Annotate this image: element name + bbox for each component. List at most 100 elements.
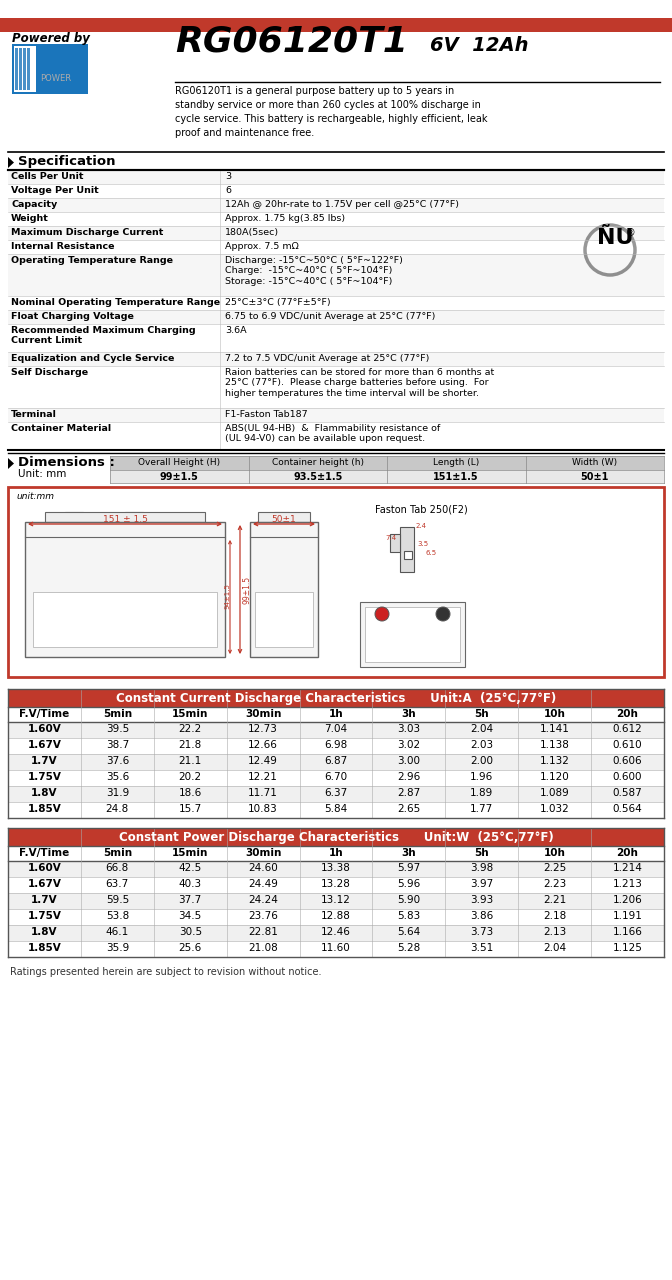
Text: 10.83: 10.83 [248,804,278,814]
Text: 1.141: 1.141 [540,724,570,733]
Text: 12.66: 12.66 [248,740,278,750]
Text: 13.28: 13.28 [321,879,351,890]
Bar [15,47,18,90]
Bar [8,408,220,422]
Text: 24.60: 24.60 [248,863,278,873]
Text: Dimensions :: Dimensions : [18,456,115,468]
Text: 46.1: 46.1 [106,927,129,937]
Bar [220,212,664,227]
Text: 10h: 10h [544,709,566,719]
Text: 50±1: 50±1 [271,515,296,524]
Bar [8,486,664,677]
Bar [8,771,664,786]
Text: 12.46: 12.46 [321,927,351,937]
Text: standby service or more than 260 cycles at 100% discharge in: standby service or more than 260 cycles … [175,100,481,110]
Bar [8,828,664,846]
Bar [8,184,220,198]
Text: 3.86: 3.86 [470,911,493,922]
Bar [8,352,220,366]
Text: 7.2 to 7.5 VDC/unit Average at 25°C (77°F): 7.2 to 7.5 VDC/unit Average at 25°C (77°… [225,355,429,364]
Text: 24.24: 24.24 [248,895,278,905]
Circle shape [436,607,450,621]
Bar [8,739,664,754]
Bar [220,422,664,451]
Bar [8,786,664,803]
Bar [220,253,664,296]
Text: Unit: mm: Unit: mm [18,468,67,479]
Text: Capacity: Capacity [11,200,57,209]
Text: 93.5±1.5: 93.5±1.5 [293,472,343,483]
Text: 1.089: 1.089 [540,788,570,797]
Bar [8,803,664,818]
Text: Float Charging Voltage: Float Charging Voltage [11,312,134,321]
Text: Faston Tab 250(F2): Faston Tab 250(F2) [375,506,468,515]
Text: 63.7: 63.7 [106,879,129,890]
Text: 7.4: 7.4 [385,535,396,541]
Bar [220,184,664,198]
Text: 3.03: 3.03 [397,724,421,733]
Text: 5min: 5min [103,847,132,858]
Text: 23.76: 23.76 [248,911,278,922]
Text: ÑU: ÑU [597,228,634,248]
Bar [8,707,664,722]
Text: 5.97: 5.97 [397,863,421,873]
Text: 38.7: 38.7 [106,740,129,750]
Bar [45,512,205,522]
Text: 22.81: 22.81 [248,927,278,937]
Text: 24.8: 24.8 [106,804,129,814]
Text: 1.8V: 1.8V [31,788,58,797]
Text: 15.7: 15.7 [179,804,202,814]
Text: unit:mm: unit:mm [16,492,54,500]
Text: Constant Power Discharge Characteristics      Unit:W  (25°C,77°F): Constant Power Discharge Characteristics… [119,831,553,844]
Text: 1.138: 1.138 [540,740,570,750]
Text: 5h: 5h [474,847,489,858]
Text: 6.70: 6.70 [325,772,347,782]
Text: 1.213: 1.213 [613,879,642,890]
Bar [110,470,664,483]
Text: Overall Height (H): Overall Height (H) [138,458,220,467]
Text: 1.7V: 1.7V [31,756,58,765]
Text: 6.87: 6.87 [325,756,347,765]
Text: Length (L): Length (L) [433,458,479,467]
Bar [8,422,220,451]
Bar [8,324,220,352]
Text: POWER: POWER [40,74,71,83]
Text: 3h: 3h [402,847,416,858]
Text: 35.9: 35.9 [106,943,129,954]
Text: 1.89: 1.89 [470,788,493,797]
Text: 37.7: 37.7 [179,895,202,905]
Bar [65,512,83,522]
Text: 30.5: 30.5 [179,927,202,937]
Text: 21.8: 21.8 [179,740,202,750]
Text: 34.5: 34.5 [179,911,202,922]
Text: 1.67V: 1.67V [28,879,61,890]
Text: 59.5: 59.5 [106,895,129,905]
Text: 1.166: 1.166 [613,927,642,937]
Text: 13.38: 13.38 [321,863,351,873]
Text: 0.612: 0.612 [613,724,642,733]
Text: 1.85V: 1.85V [28,943,61,954]
Bar [8,241,220,253]
Text: 7.04: 7.04 [325,724,347,733]
Text: 18.6: 18.6 [179,788,202,797]
Text: F.V/Time: F.V/Time [19,709,70,719]
Text: 1.125: 1.125 [613,943,642,954]
Text: Internal Resistance: Internal Resistance [11,242,114,251]
Text: 1.7V: 1.7V [31,895,58,905]
Text: RG06120T1 is a general purpose battery up to 5 years in: RG06120T1 is a general purpose battery u… [175,86,454,96]
Bar [27,47,30,90]
Text: 180A(5sec): 180A(5sec) [225,228,279,237]
Text: proof and maintenance free.: proof and maintenance free. [175,128,314,138]
Text: 2.13: 2.13 [543,927,566,937]
Bar [8,296,220,310]
Text: 3.51: 3.51 [470,943,493,954]
Bar [220,170,664,184]
Text: 3h: 3h [402,709,416,719]
Bar [33,591,217,646]
Bar [8,754,664,771]
Bar [220,352,664,366]
Bar [8,941,664,957]
Text: 99±1.5: 99±1.5 [160,472,199,483]
Text: Width (W): Width (W) [572,458,618,467]
Bar [8,722,664,739]
